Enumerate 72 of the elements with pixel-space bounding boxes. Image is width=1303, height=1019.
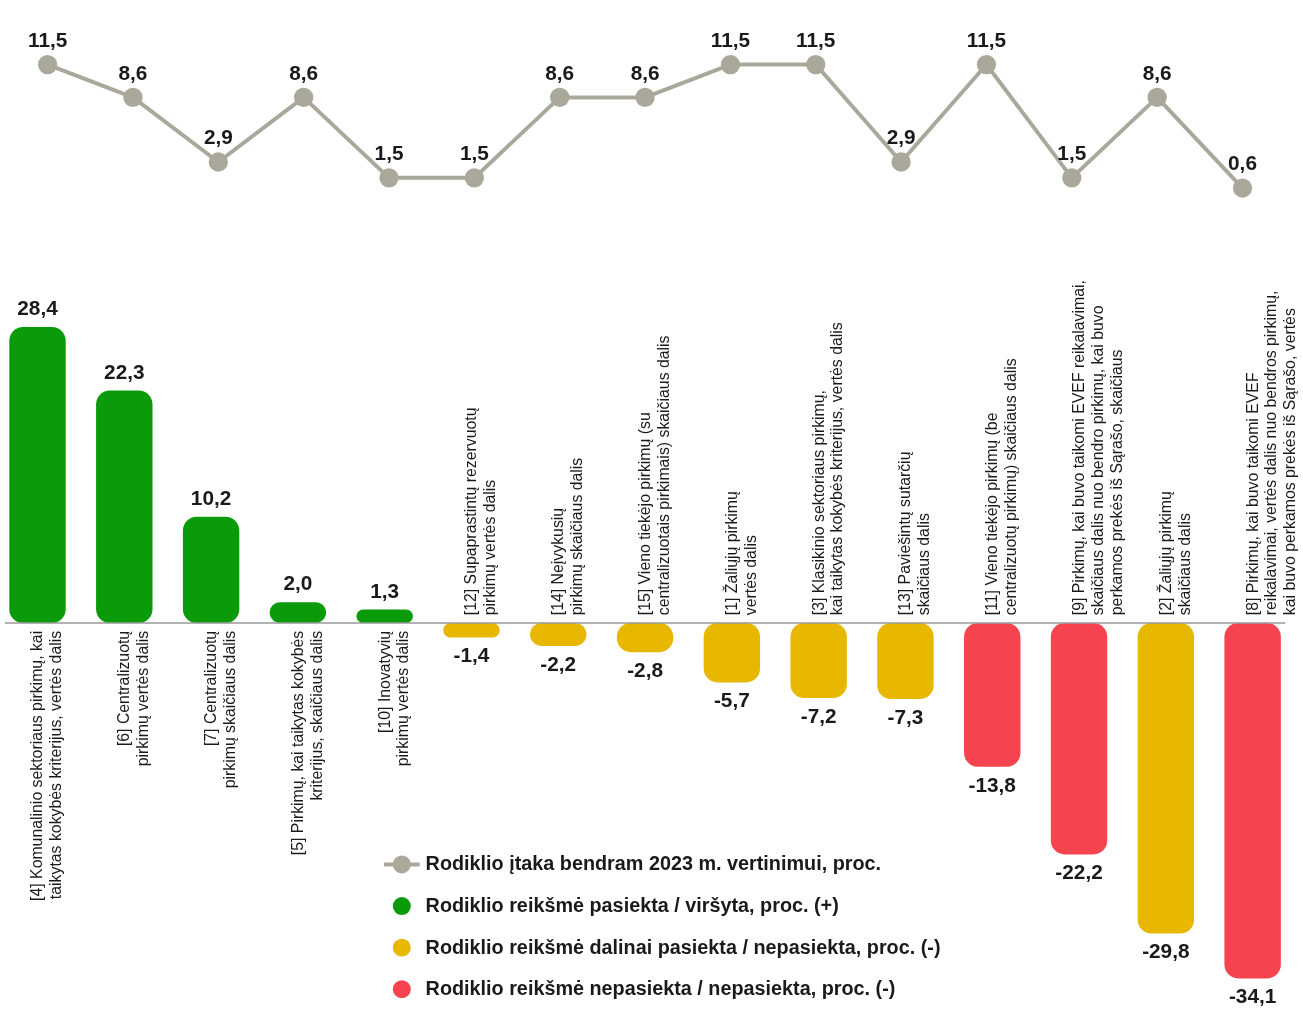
- data-label: -13,8: [968, 772, 1016, 796]
- data-label: -1,4: [453, 643, 490, 667]
- bar: [1050, 623, 1108, 855]
- bar: [1137, 623, 1195, 934]
- x-tick-label: [12] Supaprastintų rezervuotų pirkimų vertės dalis: [462, 407, 499, 616]
- data-label: 0,6: [1228, 151, 1257, 175]
- bar: [703, 623, 761, 683]
- data-label: 8,6: [1142, 60, 1172, 84]
- point: [1062, 168, 1082, 188]
- data-label: 1,5: [374, 141, 404, 165]
- data-label: 2,9: [203, 125, 233, 149]
- data-label: 8,6: [630, 60, 660, 84]
- point: [635, 87, 655, 108]
- point: [976, 54, 997, 75]
- bar: [182, 516, 240, 624]
- point: [123, 87, 143, 108]
- data-label: -22,2: [1055, 860, 1103, 884]
- point: [208, 152, 228, 172]
- data-label: -34,1: [1228, 984, 1277, 1008]
- point: [806, 54, 826, 75]
- data-label: -2,8: [627, 657, 663, 681]
- point: [1147, 87, 1167, 108]
- legend-label: Rodiklio reikšmė nepasiekta / nepasiekta, proc. (-): [425, 977, 896, 1000]
- point: [720, 54, 741, 75]
- point: [891, 152, 911, 172]
- x-tick-label: [15] Vieno tiekėjo pirkimų (su centralizuotais pirkimais) skaičiaus dalis: [636, 335, 672, 616]
- bar: [9, 327, 66, 624]
- x-tick-label: [8] Pirkimų, kai buvo taikomi EVEF reikalavimai, vertės dalis nuo bendros pirkimų, kai buvo perkamos prekės iš Sąrašo, vertės: [1243, 290, 1299, 616]
- data-label: 1,5: [1057, 141, 1087, 165]
- point: [37, 54, 58, 75]
- data-label: -7,3: [887, 704, 924, 728]
- data-label: 8,6: [545, 60, 575, 84]
- legend-label: Rodiklio reikšmė pasiekta / viršyta, proc. (+): [425, 893, 839, 916]
- x-tick-label: [2] Žaliųjų pirkimų skaičiaus dalis: [1155, 491, 1193, 616]
- data-label: 2,9: [886, 125, 916, 149]
- data-label: -5,7: [713, 688, 750, 712]
- x-tick-label: [14] Neįvykusių pirkimų skaičiaus dalis: [549, 457, 586, 616]
- bar: [96, 390, 153, 624]
- data-label: 11,5: [27, 27, 68, 51]
- data-label: 11,5: [710, 27, 751, 51]
- x-tick-label: [11] Vieno tiekėjo pirkimų (be centralizuotų pirkimų) skaičiaus dalis: [983, 358, 1020, 616]
- data-label: 1,5: [459, 141, 489, 165]
- data-label: -7,2: [800, 703, 837, 727]
- point: [294, 87, 314, 108]
- bar: [1224, 623, 1281, 979]
- point: [464, 168, 485, 188]
- bar: [964, 623, 1021, 767]
- data-label: 1,3: [370, 578, 400, 602]
- point: [1232, 178, 1253, 198]
- data-label: 8,6: [118, 60, 148, 84]
- point: [379, 168, 399, 188]
- legend-label: Rodiklio reikšmė dalinai pasiekta / nepasiekta, proc. (-): [425, 935, 941, 958]
- data-label: 28,4: [17, 296, 59, 320]
- bar: [443, 623, 500, 638]
- point: [550, 87, 570, 108]
- data-label: 8,6: [289, 60, 319, 84]
- x-tick-label: [3] Klasikinio sektoriaus pirkimų, kai taikytas kokybės kriterijus, vertės dalis: [809, 322, 846, 616]
- x-tick-label: [9] Pirkimų, kai buvo taikomi EVEF reikalavimai, skaičiaus dalis nuo bendro pirkimų, kai buvo perkamos prekės iš Sąrašo, skaičiaus: [1069, 280, 1125, 616]
- x-tick-label: [13] Paviešintų sutarčių skaičiaus dalis: [896, 451, 933, 616]
- legend-label: Rodiklio įtaka bendram 2023 m. vertinimui, proc.: [425, 852, 882, 875]
- x-tick-label: [1] Žaliųjų pirkimų vertės dalis: [721, 491, 759, 616]
- bar: [877, 623, 934, 700]
- data-label: 11,5: [796, 27, 836, 51]
- bar: [790, 623, 847, 699]
- data-label: -2,2: [540, 651, 577, 675]
- bar: [356, 609, 413, 624]
- data-label: -29,8: [1142, 939, 1190, 963]
- data-label: 2,0: [283, 571, 313, 595]
- data-label: 11,5: [966, 27, 1007, 51]
- data-label: 10,2: [190, 485, 232, 509]
- data-label: 22,3: [104, 359, 145, 383]
- x-tick-label: [4] Komunalinio sektoriaus pirkimų, kai taikytas kokybės kriterijus, vertės dalis: [28, 630, 65, 901]
